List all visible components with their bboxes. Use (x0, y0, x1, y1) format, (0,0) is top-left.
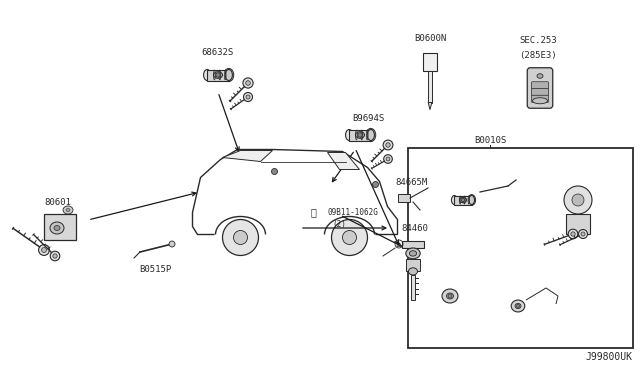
Circle shape (571, 232, 575, 236)
Circle shape (216, 73, 220, 77)
Ellipse shape (451, 196, 457, 205)
Bar (398, 194, 410, 202)
Ellipse shape (447, 293, 454, 299)
Ellipse shape (367, 129, 374, 141)
Circle shape (516, 304, 520, 308)
Text: 84460: 84460 (401, 224, 428, 232)
Circle shape (53, 254, 57, 258)
Text: J99800UK: J99800UK (585, 352, 632, 362)
Ellipse shape (66, 208, 70, 212)
Ellipse shape (366, 128, 376, 142)
Circle shape (448, 294, 452, 298)
Ellipse shape (532, 98, 547, 104)
Bar (406, 259, 420, 272)
Circle shape (332, 219, 367, 256)
Circle shape (372, 182, 378, 187)
Circle shape (358, 133, 362, 137)
Bar (207, 70, 229, 80)
Circle shape (243, 78, 253, 88)
FancyBboxPatch shape (531, 89, 548, 96)
Text: B0515P: B0515P (139, 266, 171, 275)
Ellipse shape (408, 268, 417, 275)
Ellipse shape (225, 70, 232, 80)
Polygon shape (428, 103, 432, 110)
Ellipse shape (355, 132, 365, 138)
Text: B0010S: B0010S (474, 135, 506, 144)
Circle shape (581, 232, 585, 236)
Circle shape (579, 230, 588, 238)
Circle shape (271, 169, 278, 174)
Ellipse shape (54, 225, 60, 231)
Ellipse shape (224, 68, 234, 81)
Circle shape (169, 241, 175, 247)
Bar (44, 214, 76, 240)
Ellipse shape (63, 206, 73, 214)
FancyBboxPatch shape (531, 82, 548, 89)
Circle shape (42, 248, 47, 253)
Ellipse shape (406, 248, 420, 259)
Ellipse shape (511, 300, 525, 312)
Circle shape (223, 219, 259, 256)
Text: B9694S: B9694S (352, 113, 384, 122)
Circle shape (572, 194, 584, 206)
Circle shape (246, 81, 250, 85)
FancyBboxPatch shape (531, 95, 548, 103)
Circle shape (461, 198, 465, 202)
Circle shape (342, 231, 356, 244)
Circle shape (243, 93, 253, 102)
Circle shape (386, 157, 390, 161)
Ellipse shape (204, 70, 211, 80)
FancyBboxPatch shape (527, 68, 553, 108)
Text: 80601: 80601 (45, 198, 72, 206)
Text: SEC.253: SEC.253 (519, 35, 557, 45)
Bar (408, 148, 633, 348)
Text: 09B11-1062G: 09B11-1062G (328, 208, 379, 217)
Bar (423, 53, 437, 71)
Ellipse shape (442, 289, 458, 303)
Circle shape (50, 251, 60, 261)
Bar (566, 214, 590, 234)
Circle shape (568, 229, 578, 239)
Ellipse shape (460, 197, 467, 203)
Bar (428, 71, 432, 103)
Ellipse shape (346, 129, 353, 141)
Bar (412, 275, 415, 300)
Circle shape (383, 140, 393, 150)
Ellipse shape (537, 74, 543, 78)
Ellipse shape (50, 222, 64, 234)
Text: (2): (2) (332, 219, 346, 228)
Text: Ⓑ: Ⓑ (310, 207, 316, 217)
Circle shape (384, 155, 392, 163)
Circle shape (386, 143, 390, 147)
Text: 68632S: 68632S (202, 48, 234, 57)
Circle shape (234, 231, 248, 244)
Polygon shape (328, 153, 360, 170)
Bar (349, 129, 371, 141)
Ellipse shape (468, 196, 474, 205)
Text: B0600N: B0600N (414, 33, 446, 42)
Circle shape (246, 95, 250, 99)
Ellipse shape (214, 72, 223, 78)
Bar (402, 241, 424, 248)
Ellipse shape (468, 195, 476, 205)
Text: 84665M: 84665M (396, 177, 428, 186)
Circle shape (38, 245, 49, 256)
Circle shape (564, 186, 592, 214)
Ellipse shape (410, 251, 417, 256)
Ellipse shape (515, 304, 521, 308)
Polygon shape (223, 151, 273, 161)
Bar (454, 196, 472, 205)
Text: (285E3): (285E3) (519, 51, 557, 60)
